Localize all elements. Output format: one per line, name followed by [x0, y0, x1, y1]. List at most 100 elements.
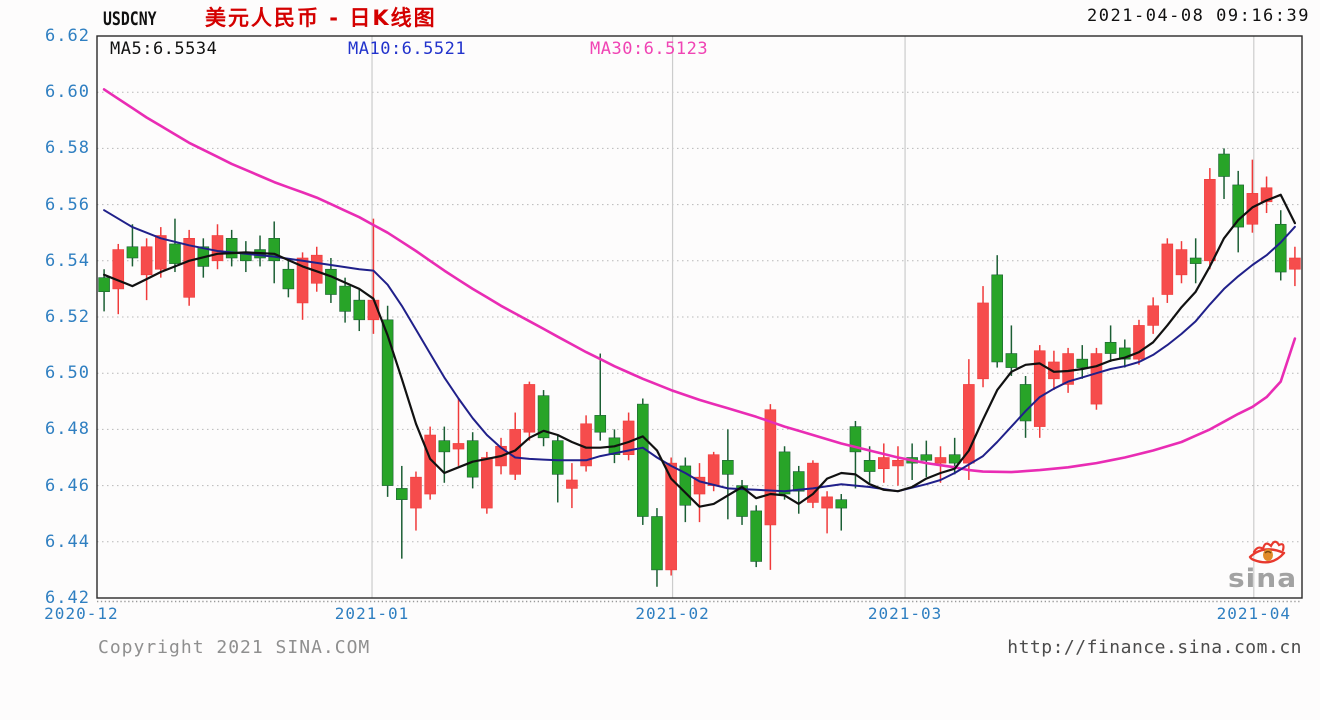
candle [764, 404, 777, 570]
candle [679, 457, 692, 523]
candle [1246, 159, 1259, 233]
candle [807, 460, 819, 509]
candle [1175, 241, 1188, 284]
candle [1090, 347, 1103, 410]
x-tick-label: 2021-04 [1216, 604, 1292, 623]
y-tick-label: 6.52 [45, 307, 90, 327]
candle [863, 446, 876, 483]
candle [367, 218, 380, 334]
candle [1147, 297, 1159, 334]
x-tick-label: 2020-12 [44, 604, 119, 623]
y-tick-label: 6.42 [45, 588, 90, 608]
candle [126, 224, 139, 267]
candle [296, 252, 309, 320]
ma30-legend-label: MA30:6.5123 [590, 39, 709, 59]
candle [254, 235, 266, 267]
candle [722, 429, 734, 520]
candle [537, 390, 550, 447]
y-tick-label: 6.56 [45, 194, 90, 215]
source-url-text: http://finance.sina.com.cn [1007, 637, 1302, 658]
plot-border [96, 35, 1303, 599]
candle [481, 451, 493, 514]
candle [551, 435, 564, 503]
candle [1076, 345, 1089, 379]
candle [523, 381, 536, 441]
candle [282, 260, 295, 298]
candle [353, 288, 366, 332]
candle [622, 412, 635, 461]
candle [1119, 339, 1131, 368]
candle [594, 353, 607, 441]
candle [1104, 325, 1117, 362]
symbol-label: USDCNY [103, 8, 157, 30]
candle [155, 227, 167, 278]
candle [240, 241, 252, 273]
candle [225, 229, 238, 267]
candle [1005, 325, 1018, 377]
candle [1019, 376, 1032, 438]
sina-eye-icon [1248, 540, 1286, 564]
x-tick-label: 2021-03 [867, 604, 943, 623]
candle [977, 286, 989, 388]
page-title: 美元人民币 - 日K线图 [205, 6, 437, 30]
candle [1033, 345, 1046, 438]
y-tick-label: 6.50 [45, 363, 90, 384]
ma10-line [103, 209, 1296, 493]
candle [211, 224, 224, 270]
timestamp: 2021-04-08 09:16:39 [1087, 6, 1310, 26]
y-tick-label: 6.48 [45, 419, 90, 440]
y-tick-label: 6.58 [45, 138, 90, 159]
candle [835, 494, 848, 531]
candle [268, 221, 280, 284]
y-tick-label: 6.54 [45, 250, 90, 271]
candle [920, 440, 933, 478]
candle [466, 432, 479, 489]
candle [98, 269, 110, 312]
candle [438, 426, 451, 483]
candle [112, 243, 125, 315]
copyright-text: Copyright 2021 SINA.COM [98, 637, 371, 658]
candle [637, 398, 649, 525]
ma5-legend-label: MA5:6.5534 [110, 39, 218, 59]
candle [339, 277, 351, 323]
y-tick-label: 6.46 [45, 475, 90, 496]
candle [693, 463, 706, 523]
candle [892, 446, 904, 486]
candle [410, 471, 422, 531]
candle [452, 398, 465, 466]
candle [1218, 148, 1230, 199]
candle [1189, 238, 1202, 284]
candle [566, 463, 578, 509]
y-tick-label: 6.62 [45, 26, 90, 46]
candle [665, 457, 677, 576]
candle [991, 255, 1003, 368]
ma5-line [102, 193, 1297, 508]
candle [1289, 246, 1301, 287]
candle [1133, 319, 1145, 365]
candle [580, 415, 592, 472]
sina-logo: sina [1222, 540, 1306, 594]
sina-logo-text: sina [1228, 563, 1298, 594]
candle [1232, 170, 1244, 253]
y-tick-label: 6.60 [45, 82, 90, 103]
candle [821, 491, 833, 534]
y-tick-label: 6.44 [45, 531, 90, 552]
ma10-legend-label: MA10:6.5521 [348, 39, 467, 59]
candle [963, 359, 975, 480]
candle [1204, 168, 1216, 270]
candle [651, 508, 663, 587]
candle [1260, 176, 1273, 214]
candle [1161, 238, 1174, 303]
candle [849, 420, 862, 489]
x-tick-label: 2021-01 [334, 604, 410, 623]
candle [878, 443, 890, 483]
candle [140, 238, 153, 301]
ma30-line [102, 88, 1297, 474]
x-tick-label: 2021-02 [635, 604, 710, 623]
candles-layer [98, 148, 1301, 587]
candle [183, 229, 195, 306]
candle [169, 218, 181, 273]
candle [750, 505, 762, 568]
